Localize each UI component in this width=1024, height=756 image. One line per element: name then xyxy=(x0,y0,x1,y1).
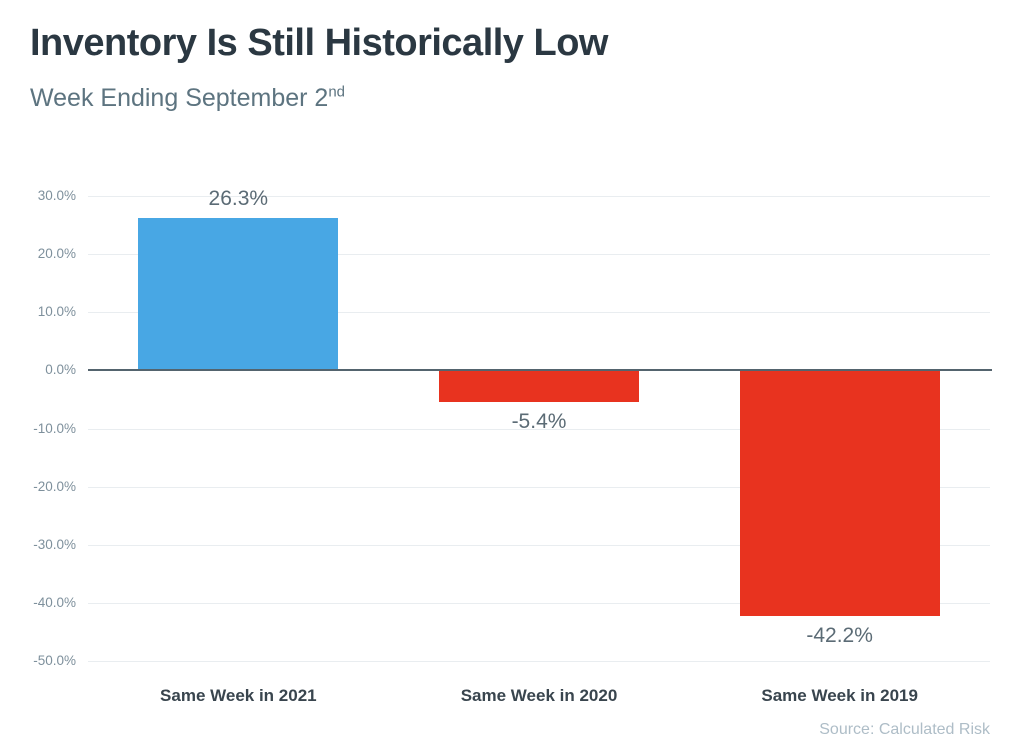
chart-subtitle: Week Ending September 2nd xyxy=(30,84,345,113)
y-axis-tick-label: -30.0% xyxy=(33,536,76,552)
y-axis-tick-label: -40.0% xyxy=(33,594,76,610)
gridline-10.0% xyxy=(88,312,990,314)
y-axis-tick-label: 0.0% xyxy=(45,362,76,378)
y-axis-tick-label: -50.0% xyxy=(33,653,76,668)
bar-value-label: 26.3% xyxy=(208,186,269,210)
gridline--40.0% xyxy=(88,602,990,604)
x-axis-category-label: Same Week in 2020 xyxy=(460,686,618,705)
x-axis-category-label: Same Week in 2019 xyxy=(761,686,918,705)
bar-2 xyxy=(439,370,639,402)
bar-value-label: -5.4% xyxy=(511,409,567,433)
chart-subtitle-superscript: nd xyxy=(328,83,346,101)
gridline-20.0% xyxy=(88,254,990,256)
gridline--10.0% xyxy=(88,428,990,430)
source-credit: Source: Calculated Risk xyxy=(819,721,990,738)
zero-axis-line xyxy=(88,369,992,372)
gridline--20.0% xyxy=(88,486,990,488)
chart-subtitle-text: Week Ending September 2 xyxy=(30,84,329,112)
gridline--50.0% xyxy=(88,661,990,662)
y-axis-tick-label: 30.0% xyxy=(37,188,76,203)
bar-value-label: -42.2% xyxy=(806,623,873,647)
y-axis-tick-label: 20.0% xyxy=(37,246,76,262)
bar-1 xyxy=(138,217,339,371)
y-axis-tick-label: -20.0% xyxy=(33,478,76,494)
y-axis-tick-label: 10.0% xyxy=(37,304,76,320)
gridline-30.0% xyxy=(88,196,990,197)
bar-3 xyxy=(739,370,940,616)
gridline--30.0% xyxy=(88,544,990,546)
chart-title: Inventory Is Still Historically Low xyxy=(30,22,608,64)
x-axis-category-label: Same Week in 2021 xyxy=(160,686,317,705)
y-axis-tick-label: -10.0% xyxy=(33,420,76,436)
